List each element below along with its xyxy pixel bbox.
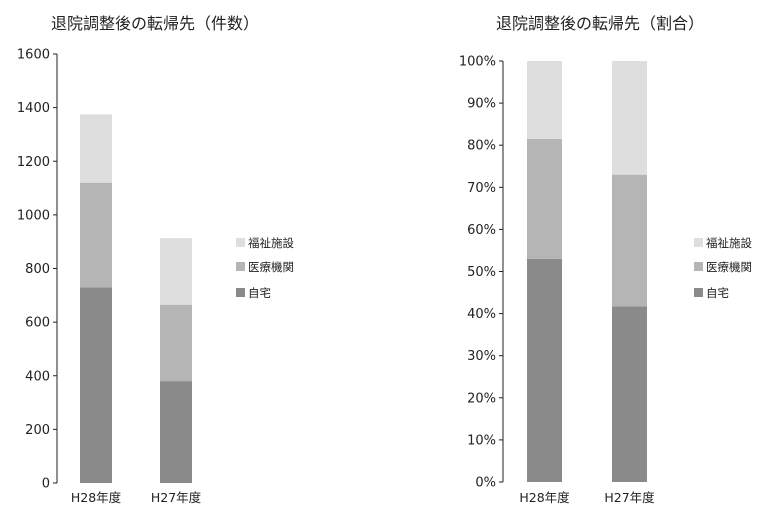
y-tick-label: 20% [467, 391, 496, 406]
x-category-label: H28年度 [519, 490, 570, 505]
legend-label: 自宅 [706, 286, 729, 300]
y-tick-label: 70% [467, 181, 496, 196]
bar-fukushi [612, 61, 647, 175]
legend-label: 福祉施設 [706, 236, 752, 250]
y-tick-label: 10% [467, 433, 496, 448]
y-tick-label: 1600 [17, 48, 50, 63]
y-tick-label: 100% [459, 55, 496, 70]
y-tick-label: 200 [25, 423, 50, 438]
x-category-label: H28年度 [71, 490, 122, 505]
y-tick-label: 800 [25, 262, 50, 277]
x-category-label: H27年度 [151, 490, 202, 505]
bar-jitaku [527, 258, 562, 482]
legend-swatch-fukushi [694, 238, 703, 247]
bar-iryo [160, 304, 192, 382]
bar-fukushi [80, 114, 112, 183]
x-category-label: H27年度 [604, 490, 655, 505]
legend-swatch-iryo [236, 262, 245, 271]
y-tick-label: 0 [42, 477, 50, 492]
chart-title: 退院調整後の転帰先（割合） [496, 14, 704, 33]
chart-count: 退院調整後の転帰先（件数） 0 200 400 600 800 1000 1200 1400 1… [17, 14, 295, 505]
legend-swatch-jitaku [236, 288, 245, 297]
y-tick-label: 400 [25, 369, 50, 384]
y-tick-label: 40% [467, 307, 496, 322]
y-tick-label: 1000 [17, 208, 50, 223]
y-tick-label: 80% [467, 139, 496, 154]
legend-label: 医療機関 [248, 260, 294, 274]
bar-jitaku [612, 306, 647, 482]
bar-jitaku [80, 287, 112, 483]
bar-iryo [612, 174, 647, 307]
y-tick-label: 50% [467, 265, 496, 280]
y-tick-label: 600 [25, 316, 50, 331]
y-tick-label: 1400 [17, 101, 50, 116]
bar-fukushi [160, 238, 192, 305]
y-tick-label: 90% [467, 97, 496, 112]
legend-swatch-iryo [694, 262, 703, 271]
chart-title: 退院調整後の転帰先（件数） [51, 14, 259, 33]
chart-percent: 退院調整後の転帰先（割合） 0% 10% 20% 30% 40% 50% 60% 70% 80%… [459, 14, 753, 505]
legend-label: 福祉施設 [248, 236, 294, 250]
bar-iryo [80, 182, 112, 288]
legend-label: 自宅 [248, 286, 271, 300]
y-tick-label: 60% [467, 223, 496, 238]
bar-jitaku [160, 381, 192, 483]
legend-swatch-fukushi [236, 238, 245, 247]
bar-fukushi [527, 61, 562, 139]
legend-label: 医療機関 [706, 260, 752, 274]
legend-swatch-jitaku [694, 288, 703, 297]
y-tick-label: 30% [467, 349, 496, 364]
y-tick-label: 1200 [17, 155, 50, 170]
bar-iryo [527, 138, 562, 259]
y-tick-label: 0% [475, 476, 496, 491]
